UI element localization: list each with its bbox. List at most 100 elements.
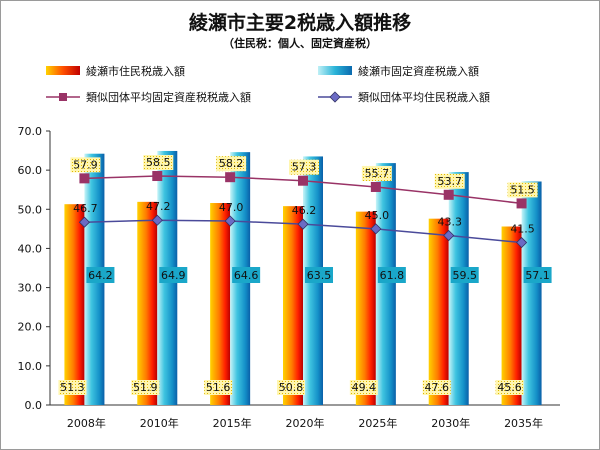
y-tick-label: 40.0 <box>18 242 43 255</box>
data-label-box <box>349 380 378 395</box>
y-tick-label: 70.0 <box>18 125 43 138</box>
data-label-property-tax: 64.6 <box>234 269 259 282</box>
data-label-box <box>143 155 174 171</box>
data-label-property-tax: 63.5 <box>307 269 332 282</box>
bar-resident-tax <box>137 201 158 405</box>
marker-avg-property-tax <box>152 171 163 182</box>
data-label-resident-tax: 51.6 <box>206 381 231 394</box>
data-label-avg-property-tax: 57.9 <box>73 158 98 171</box>
data-label-box <box>422 380 451 395</box>
data-label-box <box>450 267 479 283</box>
bar-resident-tax <box>501 226 522 405</box>
data-label-resident-tax: 49.4 <box>352 381 377 394</box>
data-label-box <box>507 182 538 198</box>
data-label-resident-tax: 51.3 <box>60 381 85 394</box>
legend-label-0: 綾瀬市住民税歳入額 <box>86 64 185 78</box>
x-tick-label: 2030年 <box>431 416 470 430</box>
x-tick-label: 2015年 <box>213 416 252 430</box>
y-tick-label: 30.0 <box>18 282 43 295</box>
data-label-box <box>131 380 160 395</box>
data-label-avg-property-tax: 57.3 <box>292 161 317 174</box>
lines <box>78 171 528 249</box>
data-label-box <box>159 267 188 283</box>
x-tick-label: 2008年 <box>67 416 106 430</box>
data-label-property-tax: 64.2 <box>88 269 113 282</box>
marker-avg-resident-tax <box>443 229 455 242</box>
marker-avg-resident-tax <box>151 214 163 226</box>
bars <box>64 150 542 405</box>
bar-resident-tax <box>283 206 303 405</box>
bar-property-tax <box>448 172 469 405</box>
data-label-avg-property-tax: 53.7 <box>437 175 462 188</box>
legend-label-3: 類似団体平均住民税歳入額 <box>358 90 490 104</box>
marker-avg-resident-tax <box>78 216 90 228</box>
legend-swatch-0 <box>46 66 80 75</box>
bar-resident-tax <box>355 211 376 405</box>
data-label-resident-tax: 47.6 <box>424 381 449 394</box>
marker-avg-resident-tax <box>224 215 236 227</box>
y-tick-label: 10.0 <box>18 360 43 373</box>
marker-avg-resident-tax <box>516 236 528 249</box>
bar-property-tax <box>521 181 542 405</box>
data-label-box <box>216 156 247 172</box>
legend-label-2: 類似団体平均固定資産税税歳入額 <box>86 90 251 104</box>
data-label-property-tax: 64.9 <box>161 269 186 282</box>
legend-swatch-1 <box>318 66 352 75</box>
chart-title: 綾瀬市主要2税歳入額推移 <box>188 12 412 34</box>
marker-avg-property-tax <box>225 172 236 183</box>
chart-subtitle: （住民税：個人、固定資産税） <box>223 37 377 50</box>
y-tick-label: 0.0 <box>25 399 43 412</box>
data-label-box <box>523 267 552 283</box>
data-label-box <box>361 165 392 181</box>
marker-avg-property-tax <box>298 175 308 186</box>
bar-resident-tax <box>64 204 85 405</box>
y-tick-label: 60.0 <box>18 164 43 177</box>
data-label-box <box>232 267 261 283</box>
marker-avg-property-tax <box>516 198 527 209</box>
x-tick-label: 2035年 <box>504 416 543 430</box>
data-label-avg-resident-tax: 41.5 <box>510 223 535 236</box>
data-label-resident-tax: 51.9 <box>133 381 158 394</box>
data-label-avg-resident-tax: 47.2 <box>146 200 171 213</box>
data-label-box <box>204 380 233 395</box>
x-tick-label: 2020年 <box>286 416 325 430</box>
data-label-resident-tax: 45.6 <box>497 381 522 394</box>
data-label-box <box>495 380 524 395</box>
legend-marker-3 <box>329 91 341 103</box>
data-label-box <box>377 267 406 283</box>
y-tick-label: 50.0 <box>18 203 43 216</box>
bar-resident-tax <box>210 203 231 405</box>
data-label-box <box>86 267 115 283</box>
data-label-property-tax: 59.5 <box>452 269 477 282</box>
data-label-avg-property-tax: 58.2 <box>219 157 244 170</box>
data-label-box <box>277 380 305 395</box>
data-label-box <box>434 173 465 189</box>
data-label-avg-resident-tax: 43.3 <box>437 216 462 229</box>
data-label-avg-resident-tax: 45.0 <box>365 209 390 222</box>
legend-marker-2 <box>59 93 67 101</box>
data-label-avg-resident-tax: 47.0 <box>219 201 244 214</box>
data-labels: 51.3 64.2 51.9 64.9 51.6 64.6 50.8 63.5 49.4 61.8… <box>58 155 552 395</box>
data-label-avg-property-tax: 51.5 <box>510 183 535 196</box>
data-label-resident-tax: 50.8 <box>279 381 304 394</box>
data-label-avg-property-tax: 58.5 <box>146 156 171 169</box>
data-label-property-tax: 61.8 <box>380 269 405 282</box>
marker-avg-resident-tax <box>370 223 382 235</box>
data-label-box <box>58 380 87 395</box>
data-label-box <box>305 267 333 283</box>
marker-avg-resident-tax <box>297 218 309 230</box>
data-label-property-tax: 57.1 <box>525 269 550 282</box>
marker-avg-property-tax <box>370 181 381 192</box>
x-tick-label: 2010年 <box>140 416 179 430</box>
marker-avg-property-tax <box>443 189 454 200</box>
data-label-avg-resident-tax: 46.7 <box>73 202 98 215</box>
data-label-avg-property-tax: 55.7 <box>365 167 390 180</box>
x-tick-label: 2025年 <box>358 416 397 430</box>
y-tick-label: 20.0 <box>18 321 43 334</box>
bar-resident-tax <box>428 218 449 405</box>
data-label-box <box>70 157 101 173</box>
legend-label-1: 綾瀬市固定資産税歳入額 <box>358 64 479 78</box>
data-label-box <box>289 159 319 175</box>
